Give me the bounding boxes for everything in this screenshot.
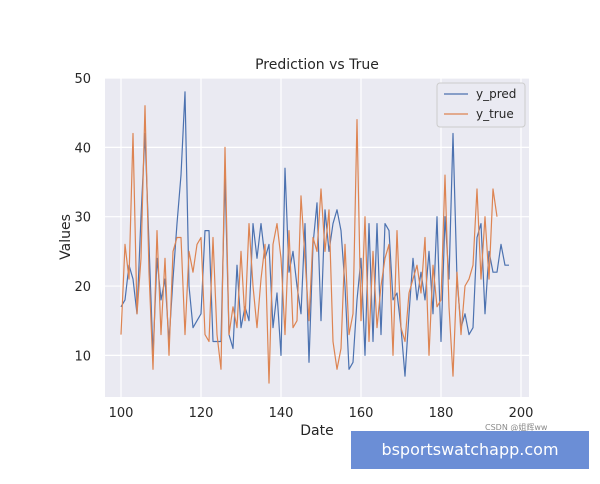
tick-labels: 10 20 30 40 50 100 120 140 160 180 200 bbox=[74, 72, 533, 421]
legend-label-y-true: y_true bbox=[476, 107, 514, 121]
y-tick-label: 50 bbox=[74, 72, 91, 87]
y-tick-label: 10 bbox=[74, 349, 91, 364]
legend-label-y-pred: y_pred bbox=[476, 87, 516, 101]
chart-title: Prediction vs True bbox=[255, 57, 379, 73]
x-tick-label: 100 bbox=[109, 406, 134, 421]
series-line-y-true bbox=[120, 105, 498, 384]
series-line-y-pred bbox=[120, 91, 509, 377]
x-tick-label: 140 bbox=[269, 406, 294, 421]
x-tick-label: 180 bbox=[429, 406, 454, 421]
x-tick-label: 200 bbox=[509, 406, 534, 421]
y-tick-label: 30 bbox=[74, 211, 91, 226]
y-axis-title: Values bbox=[58, 214, 74, 260]
x-tick-label: 160 bbox=[349, 406, 374, 421]
watermark-banner: bsportswatchapp.com bbox=[351, 431, 589, 469]
watermark-text: CSDN @姐辉ww bbox=[485, 422, 548, 432]
y-tick-label: 40 bbox=[74, 141, 91, 156]
y-tick-label: 20 bbox=[74, 280, 91, 295]
series-layer bbox=[120, 91, 509, 384]
x-axis-title: Date bbox=[300, 423, 333, 439]
legend: y_pred y_true bbox=[436, 82, 526, 128]
x-tick-label: 120 bbox=[189, 406, 214, 421]
